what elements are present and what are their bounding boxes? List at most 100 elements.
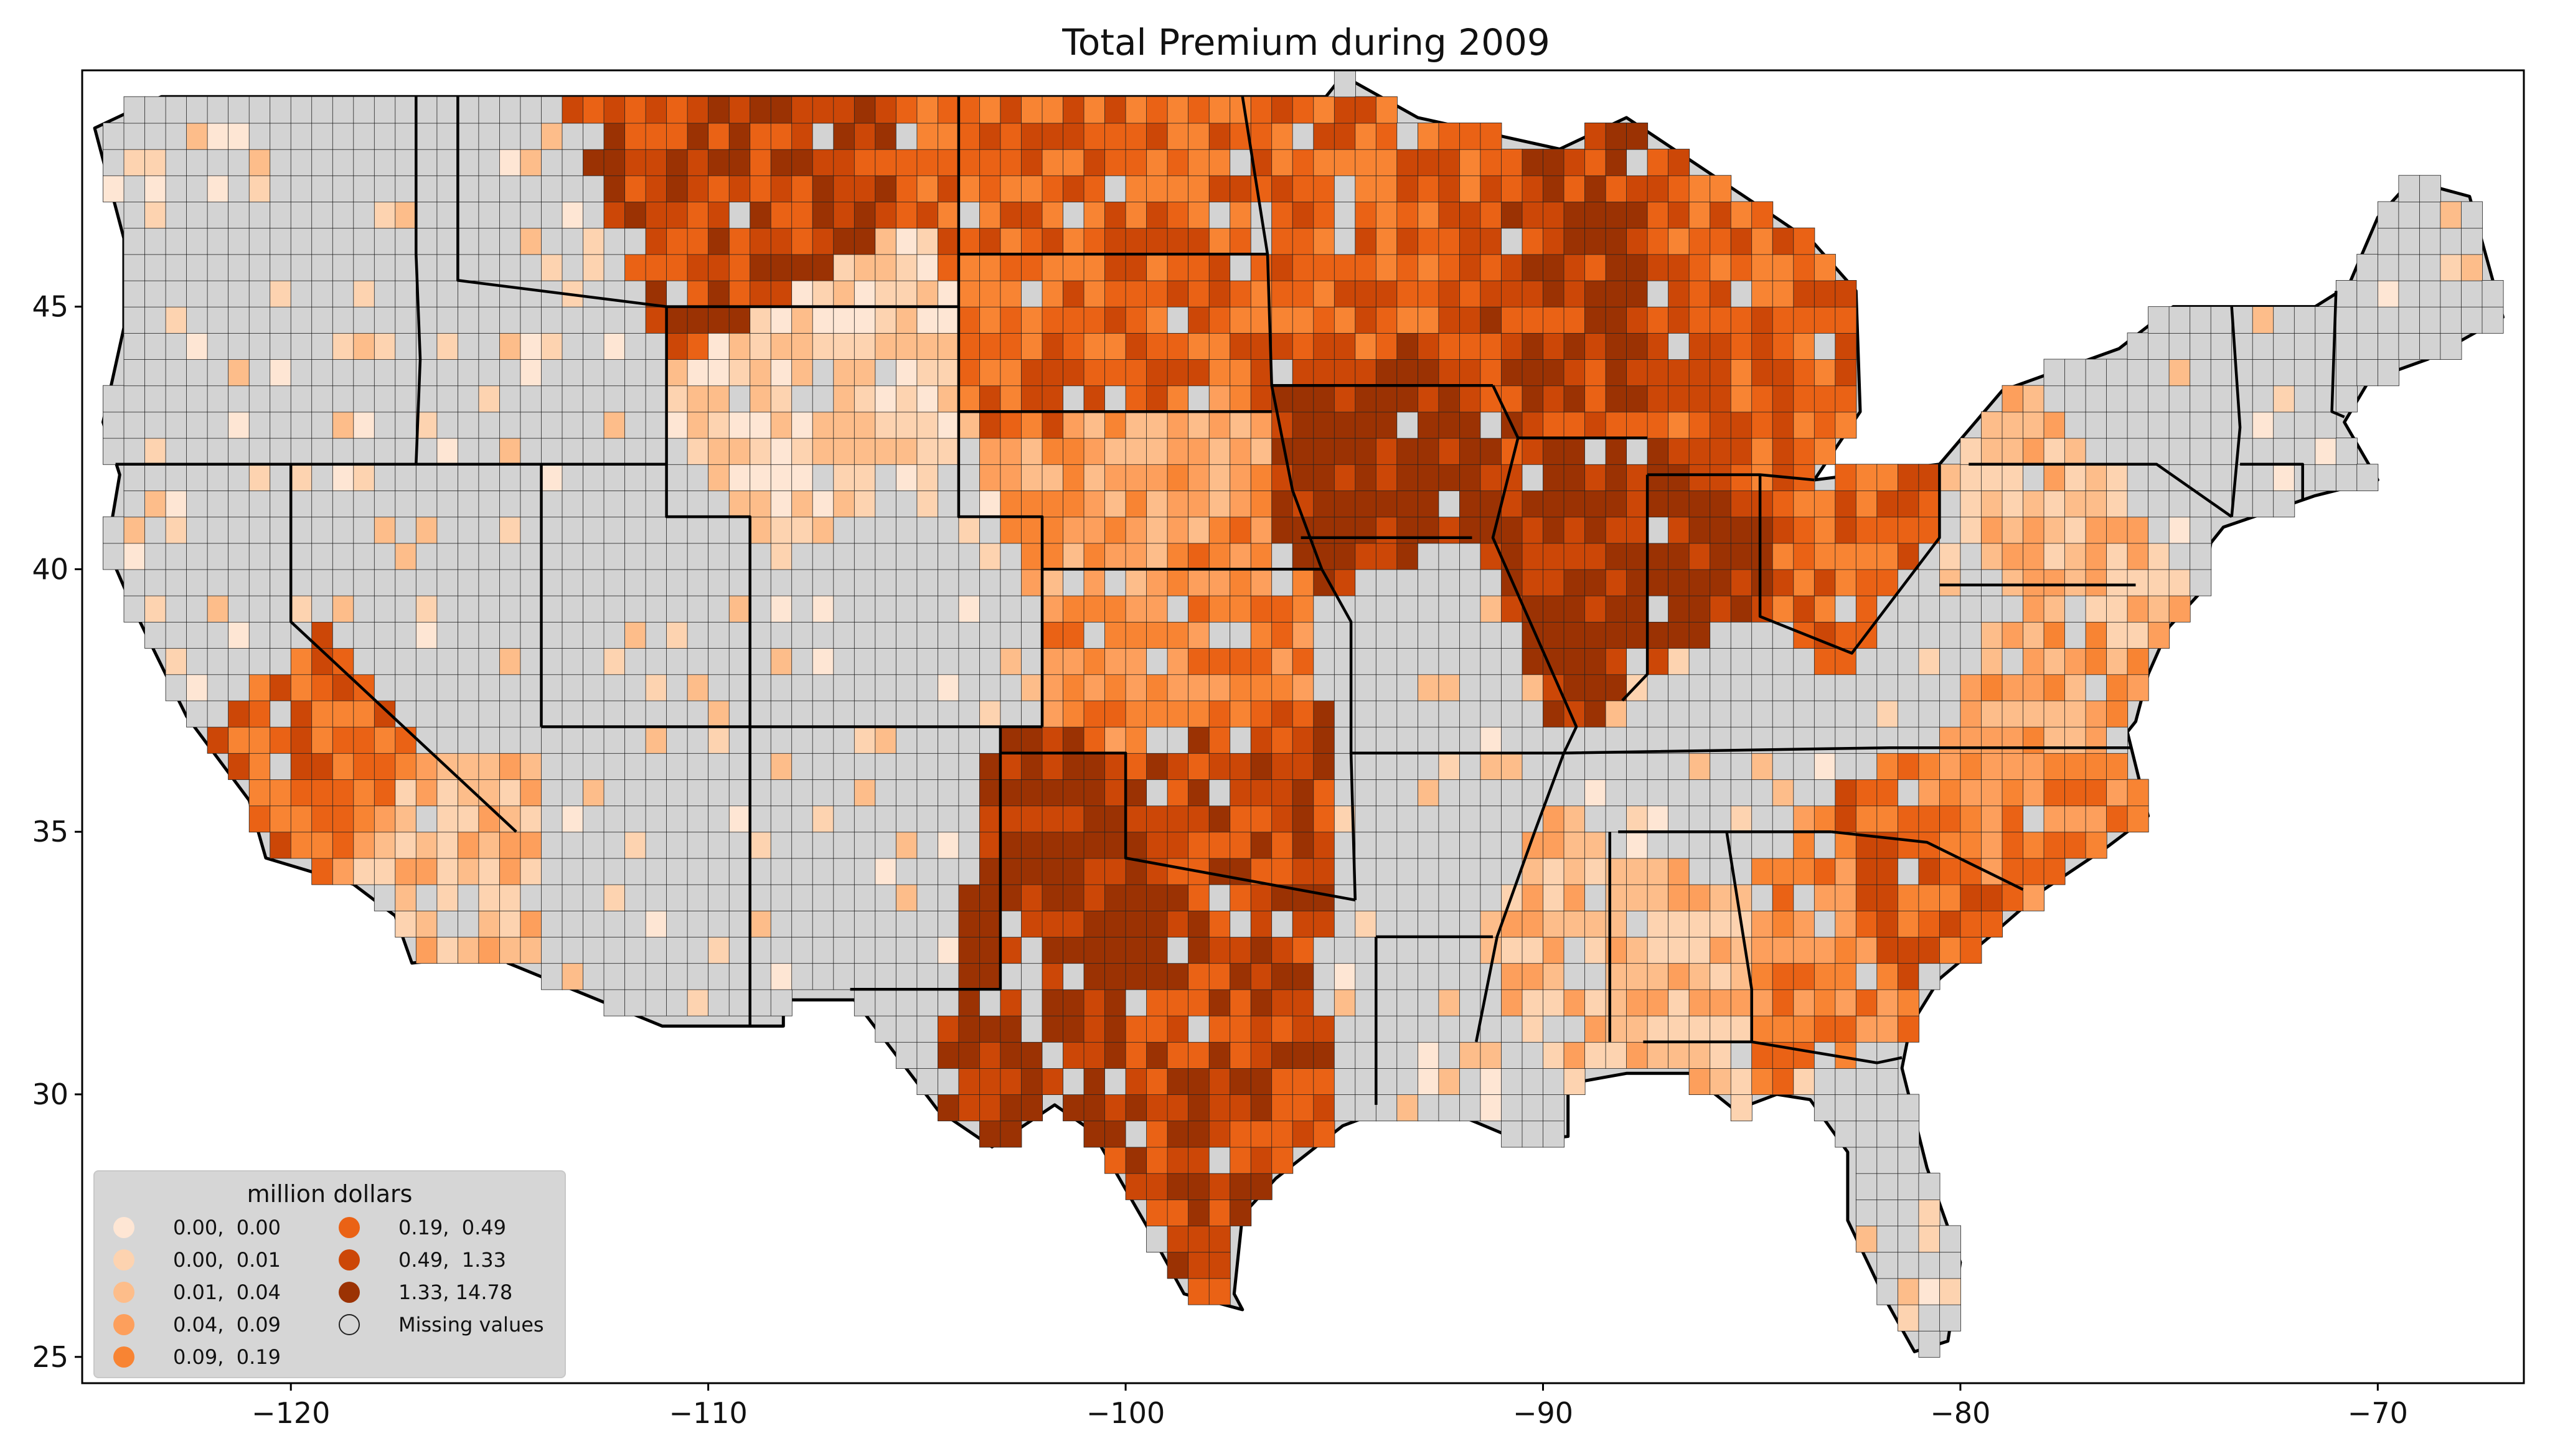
county-cell (144, 385, 167, 413)
county-cell (1459, 490, 1481, 518)
legend-label: Missing values (398, 1313, 544, 1336)
county-cell (1814, 595, 1836, 622)
county-cell (1688, 464, 1711, 491)
county-cell (1605, 542, 1627, 570)
county-cell (395, 621, 417, 649)
county-cell (353, 227, 375, 255)
county-cell (123, 227, 146, 255)
county-cell (290, 516, 313, 544)
county-cell (374, 831, 396, 859)
county-cell (2106, 490, 2129, 518)
county-cell (854, 962, 876, 990)
county-cell (562, 201, 584, 229)
county-cell (1668, 227, 1690, 255)
y-tick-label: 30 (32, 1078, 68, 1111)
county-cell (812, 490, 834, 518)
county-cell (1855, 490, 1878, 518)
county-cell (1584, 858, 1606, 885)
county-cell (1230, 411, 1252, 439)
county-cell (1668, 700, 1690, 728)
county-cell (1522, 569, 1544, 596)
county-cell (458, 411, 479, 439)
county-cell (311, 175, 334, 202)
county-cell (728, 122, 751, 150)
county-cell (1125, 989, 1147, 1017)
county-cell (1563, 595, 1586, 622)
county-cell (353, 464, 375, 491)
county-cell (2294, 359, 2316, 387)
county-cell (1459, 1041, 1481, 1069)
county-cell (916, 674, 939, 702)
county-cell (833, 464, 855, 491)
county-cell (1250, 831, 1273, 859)
county-cell (1730, 805, 1753, 833)
county-cell (458, 253, 479, 281)
county-cell (520, 490, 542, 518)
county-cell (1897, 962, 1919, 990)
legend-label: 0.04, 0.09 (173, 1313, 281, 1336)
county-cell (332, 569, 354, 596)
county-cell (603, 332, 626, 360)
county-cell (332, 516, 354, 544)
county-cell (1083, 858, 1106, 885)
county-cell (1230, 279, 1252, 308)
county-cell (875, 831, 897, 859)
county-cell (1063, 279, 1084, 308)
county-cell (2106, 753, 2129, 780)
county-cell (770, 253, 793, 281)
county-cell (1626, 595, 1649, 622)
county-cell (1501, 279, 1523, 308)
county-cell (854, 595, 876, 622)
county-cell (916, 700, 939, 728)
county-cell (666, 122, 689, 150)
county-cell (1501, 989, 1523, 1017)
county-cell (750, 936, 772, 964)
county-cell (938, 122, 959, 150)
county-cell (270, 332, 292, 360)
county-cell (1313, 227, 1335, 255)
county-cell (1334, 464, 1356, 491)
county-cell (1021, 700, 1043, 728)
county-cell (1146, 175, 1169, 202)
county-cell (916, 464, 939, 491)
county-cell (1250, 438, 1273, 465)
county-cell (1960, 438, 1982, 465)
county-cell (979, 674, 1001, 702)
county-cell (708, 279, 730, 308)
county-cell (1271, 306, 1294, 334)
county-cell (1668, 753, 1690, 780)
county-cell (1208, 884, 1231, 911)
county-cell (687, 621, 709, 649)
county-cell (1021, 595, 1043, 622)
county-cell (1125, 936, 1147, 964)
county-cell (938, 1068, 959, 1096)
county-cell (958, 306, 981, 334)
county-cell (1271, 490, 1294, 518)
county-cell (854, 96, 876, 124)
county-cell (895, 332, 918, 360)
county-cell (1146, 1068, 1169, 1096)
county-cell (270, 490, 292, 518)
county-cell (833, 279, 855, 308)
county-cell (186, 96, 209, 124)
county-cell (1334, 149, 1356, 176)
state-boundary (1474, 385, 1578, 1043)
county-cell (1897, 779, 1919, 807)
county-cell (1605, 595, 1627, 622)
county-cell (1501, 516, 1523, 544)
county-cell (1104, 569, 1126, 596)
county-cell (1960, 490, 1982, 518)
county-cell (1751, 962, 1774, 990)
county-cell (958, 831, 981, 859)
county-cell (562, 411, 584, 439)
county-cell (1710, 385, 1732, 413)
county-cell (1605, 332, 1627, 360)
county-cell (666, 621, 689, 649)
county-cell (1250, 385, 1273, 413)
county-cell (916, 962, 939, 990)
county-cell (499, 279, 521, 308)
county-cell (541, 779, 563, 807)
county-cell (1021, 884, 1043, 911)
county-cell (728, 516, 751, 544)
county-cell (603, 805, 626, 833)
